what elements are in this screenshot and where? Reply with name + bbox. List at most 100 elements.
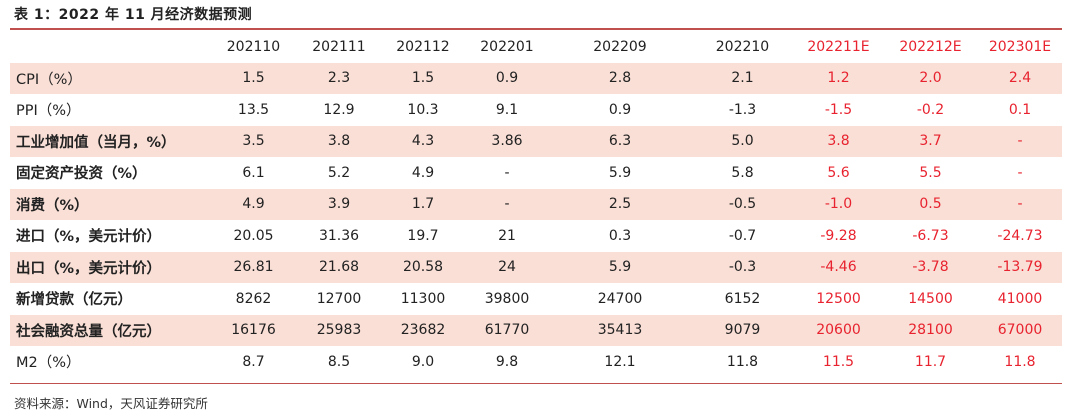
table-cell: 3.8 (297, 125, 381, 157)
table-cell: -4.46 (794, 251, 883, 283)
table-cell: 31.36 (318, 227, 360, 244)
table-row: PPI（%） 13.5 12.9 10.3 9.1 0.9 -1.3 -1.5 -0.2 0.1 (10, 94, 1062, 126)
forecast-table: 202110 202111 202112 202201 202209 202210 2022… (10, 31, 1062, 378)
table-cell: 6.3 (549, 125, 691, 157)
table-cell: 3.86 (465, 125, 549, 157)
table-cell: 12700 (316, 290, 362, 307)
row-label: 固定资产投资（%） (16, 166, 147, 183)
header-cell: 202112 (396, 38, 450, 55)
table-cell: 3.9 (297, 188, 381, 220)
header-cell: 202201 (480, 38, 534, 55)
table-cell: 28100 (883, 314, 978, 346)
table-cell: 6.1 (242, 164, 265, 181)
table-cell: 2.1 (691, 62, 794, 94)
table-cell: 24 (465, 251, 549, 283)
table-cell: 9.1 (495, 101, 519, 118)
table-cell: 19.7 (407, 227, 439, 244)
table-row: 社会融资总量（亿元） 16176 25983 23682 61770 35413 9079 2… (10, 314, 1062, 346)
table-cell: 5.2 (327, 164, 351, 181)
table-cell: 23682 (381, 314, 465, 346)
table-cell: 2.5 (549, 188, 691, 220)
table-cell: 3.5 (210, 125, 297, 157)
table-cell: - (978, 125, 1062, 157)
table-cell: -1.0 (794, 188, 883, 220)
header-cell: 202301E (988, 38, 1052, 55)
table-row: 固定资产投资（%） 6.1 5.2 4.9 - 5.9 5.8 5.6 5.5 - (10, 157, 1062, 189)
header-cell: 202212E (899, 38, 962, 55)
table-cell: 41000 (997, 290, 1043, 307)
row-label: 出口（%，美元计价） (10, 251, 210, 283)
row-label: 新增贷款（亿元） (16, 292, 132, 309)
row-label: 进口（%，美元计价） (16, 229, 162, 246)
table-cell: -0.7 (728, 227, 757, 244)
table-cell: 0.1 (1008, 101, 1032, 118)
table-cell: 9.0 (411, 353, 435, 370)
table-cell: 8262 (235, 290, 272, 307)
header-cell: 202210 (715, 38, 770, 55)
table-cell: 11300 (400, 290, 446, 307)
header-cell: 202211E (807, 38, 870, 55)
header-cell: 202110 (226, 38, 281, 55)
table-cell: 0.9 (608, 101, 632, 118)
table-cell: 13.5 (237, 101, 270, 118)
table-cell: 1.7 (381, 188, 465, 220)
table-cell: - (978, 188, 1062, 220)
table-cell: 11.8 (1004, 353, 1036, 370)
table-cell: -1.5 (824, 101, 853, 118)
table-cell: 5.9 (549, 251, 691, 283)
table-cell: 3.8 (794, 125, 883, 157)
table-row: CPI（%） 1.5 2.3 1.5 0.9 2.8 2.1 1.2 2.0 2.4 (10, 62, 1062, 94)
table-cell: 0.9 (465, 62, 549, 94)
table-cell: 1.2 (794, 62, 883, 94)
table-row: 进口（%，美元计价） 20.05 31.36 19.7 21 0.3 -0.7 -9.28 -6… (10, 220, 1062, 252)
table-cell: 5.9 (608, 164, 632, 181)
table-cell: 2.0 (883, 62, 978, 94)
table-row: 消费（%） 4.9 3.9 1.7-2.5 -0.5 -1.0 0.5- (10, 188, 1062, 220)
row-label: CPI（%） (10, 62, 210, 94)
table-cell: 1.5 (210, 62, 297, 94)
table-cell: 2.8 (549, 62, 691, 94)
table-cell: - (1017, 164, 1023, 181)
table-cell: - (504, 164, 510, 181)
table-cell: -0.2 (916, 101, 945, 118)
table-cell: 12.1 (604, 353, 636, 370)
source-note: 资料来源：Wind，天风证券研究所 (14, 396, 208, 411)
table-cell: 5.8 (731, 164, 754, 181)
table-row: 新增贷款（亿元） 8262 12700 11300 39800 24700 6152 1250… (10, 283, 1062, 315)
table-row: 工业增加值（当月，%） 3.5 3.8 4.3 3.86 6.3 5.0 3.8 3.7- (10, 125, 1062, 157)
row-label: 社会融资总量（亿元） (10, 314, 210, 346)
table-cell: 4.9 (210, 188, 297, 220)
table-cell: 5.6 (827, 164, 850, 181)
table-cell: 12500 (816, 290, 861, 307)
table-cell: 9079 (691, 314, 794, 346)
table-cell: 11.7 (914, 353, 947, 370)
table-cell: 25983 (297, 314, 381, 346)
table-cell: 4.9 (411, 164, 435, 181)
table-body: CPI（%） 1.5 2.3 1.5 0.9 2.8 2.1 1.2 2.0 2.4 PPI（%） 1… (10, 62, 1062, 378)
table-cell: 6152 (724, 290, 761, 307)
table-row: M2（%） 8.7 8.5 9.0 9.8 12.1 11.8 11.5 11.7 11.8 (10, 346, 1062, 378)
table-cell: 11.8 (726, 353, 759, 370)
table-cell: 21 (498, 227, 516, 244)
table-cell: -13.79 (978, 251, 1062, 283)
row-label: PPI（%） (16, 103, 81, 120)
header-cell: 202111 (312, 38, 366, 55)
table-cell: 10.3 (407, 101, 439, 118)
table-cell: 5.0 (691, 125, 794, 157)
table-cell: 20600 (794, 314, 883, 346)
bottom-rule (10, 383, 1062, 384)
table-cell: -0.5 (691, 188, 794, 220)
table-cell: 8.7 (242, 353, 265, 370)
table-cell: 2.4 (978, 62, 1062, 94)
table-cell: 39800 (484, 290, 530, 307)
table-cell: -9.28 (820, 227, 857, 244)
table-cell: 20.05 (233, 227, 274, 244)
row-label: 消费（%） (10, 188, 210, 220)
table-cell: 21.68 (297, 251, 381, 283)
row-label: M2（%） (16, 355, 81, 372)
table-cell: 2.3 (297, 62, 381, 94)
header-row: 202110 202111 202112 202201 202209 202210 2022… (10, 31, 1062, 63)
table-cell: 0.5 (883, 188, 978, 220)
header-cell-label (10, 31, 210, 63)
table-cell: -3.78 (883, 251, 978, 283)
